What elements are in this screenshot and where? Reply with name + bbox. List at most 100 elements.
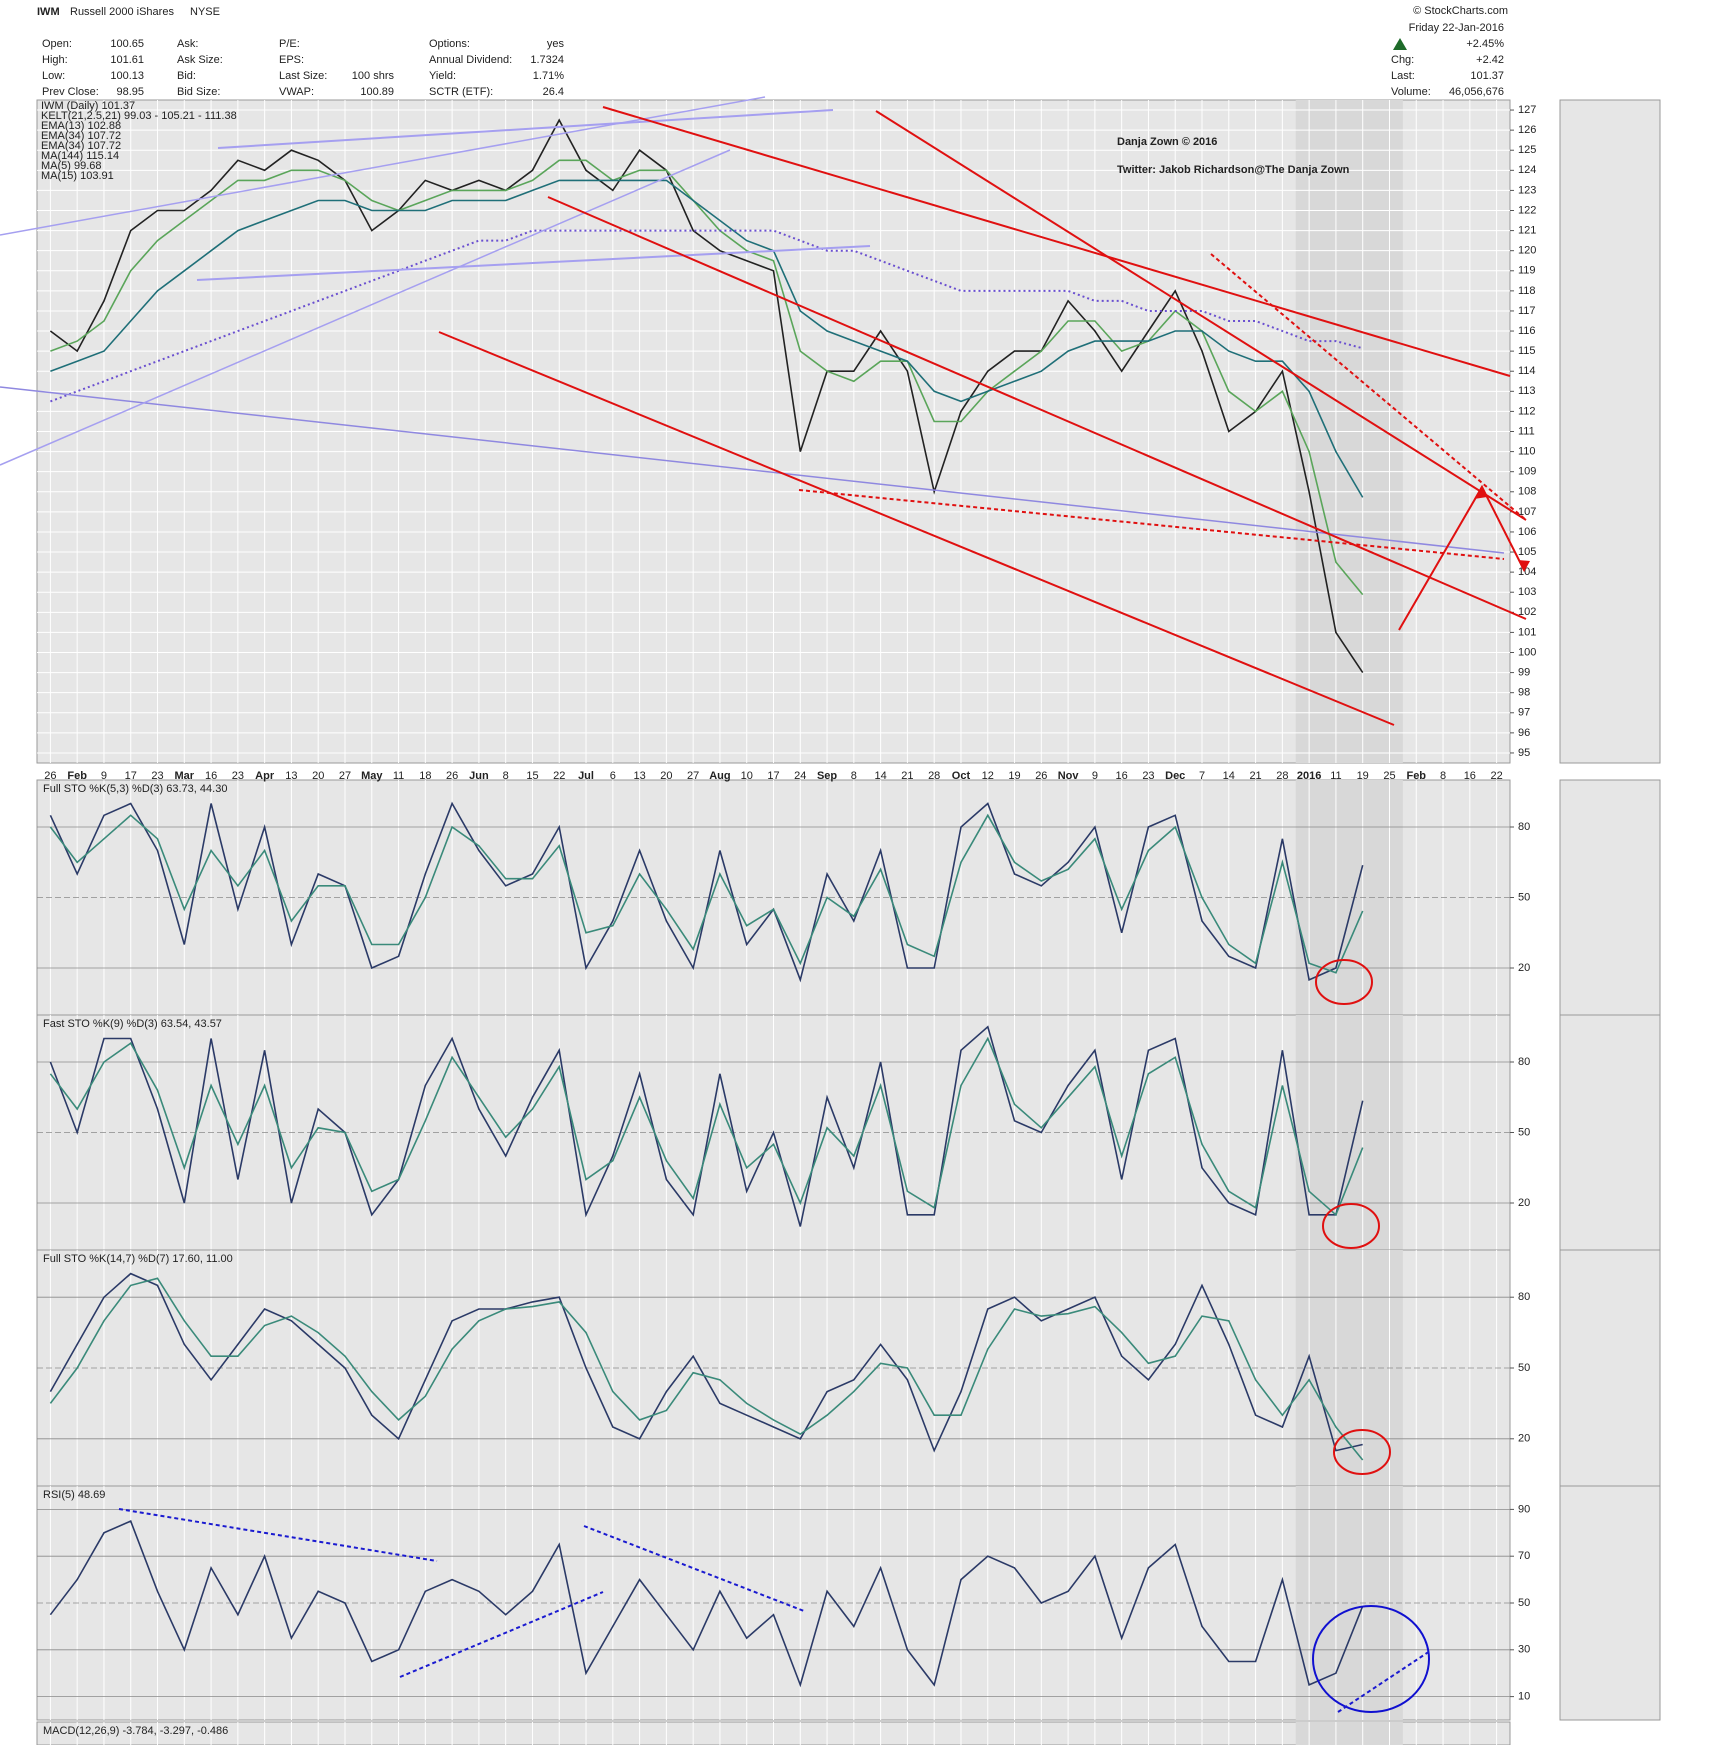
legend-entry: KELT(21,2.5,21) 99.03 - 105.21 - 111.38 (41, 110, 237, 122)
x-tick-label: 27 (339, 770, 351, 782)
legend-entry: IWM (Daily) 101.37 (41, 100, 135, 112)
x-tick-label: 26 (44, 770, 56, 782)
y-tick-label: 125 (1518, 144, 1536, 156)
series-line (49, 813, 1364, 974)
quote-label: Chg: (1391, 54, 1414, 66)
highlight-circle (1315, 959, 1373, 1005)
stat-label: Yield: (429, 70, 456, 82)
mini-panel (1559, 1014, 1661, 1251)
y-tick-label: 103 (1518, 586, 1536, 598)
x-tick-label: 7 (1199, 770, 1205, 782)
stat-label: Prev Close: (42, 86, 99, 98)
highlight-circle (1312, 1605, 1430, 1713)
x-tick-label: May (361, 770, 383, 782)
mini-panel (1559, 99, 1661, 764)
y-tick-label: 95 (1518, 747, 1530, 759)
series-line (49, 1272, 1363, 1453)
x-tick-label: 14 (1223, 770, 1235, 782)
x-tick-label: 11 (393, 770, 404, 782)
y-tick-label: 80 (1518, 1291, 1530, 1303)
y-tick-label: 126 (1518, 124, 1536, 136)
y-tick-label: 10 (1518, 1691, 1530, 1703)
y-tick-label: 118 (1518, 285, 1536, 297)
trend-line (0, 149, 731, 466)
x-tick-label: Jun (469, 770, 489, 782)
stat-label: High: (42, 54, 68, 66)
x-tick-label: 17 (767, 770, 779, 782)
y-tick-label: 90 (1518, 1503, 1530, 1515)
y-tick-label: 114 (1518, 365, 1536, 377)
x-tick-label: 13 (285, 770, 297, 782)
y-tick-label: 117 (1518, 305, 1536, 317)
x-tick-label: 16 (205, 770, 217, 782)
x-tick-label: Feb (1406, 770, 1426, 782)
mini-panel (1559, 1249, 1661, 1487)
stat-label: Low: (42, 70, 65, 82)
x-tick-label: 18 (419, 770, 431, 782)
legend-entry: MA(5) 99.68 (41, 160, 102, 172)
y-tick-label: 104 (1518, 566, 1536, 578)
x-tick-label: 8 (851, 770, 857, 782)
panel-title: Fast STO %K(9) %D(3) 63.54, 43.57 (43, 1018, 222, 1030)
stat-label: Options: (429, 38, 470, 50)
y-tick-label: 108 (1518, 486, 1536, 498)
y-tick-label: 98 (1518, 687, 1530, 699)
panel-shade (1295, 1722, 1403, 1745)
y-tick-label: 105 (1518, 546, 1536, 558)
stat-value: 1.71% (533, 70, 564, 82)
x-tick-label: Feb (67, 770, 87, 782)
stat-label: VWAP: (279, 86, 314, 98)
stat-value: 98.95 (116, 86, 144, 98)
quote-value: 46,056,676 (1449, 86, 1504, 98)
x-tick-label: 24 (794, 770, 806, 782)
y-tick-label: 106 (1518, 526, 1536, 538)
stat-label: EPS: (279, 54, 304, 66)
y-tick-label: 116 (1518, 325, 1536, 337)
channel-line (547, 196, 1527, 620)
series-line (50, 179, 1364, 498)
channel-line (438, 331, 1395, 726)
y-tick-label: 99 (1518, 666, 1530, 678)
y-tick-label: 111 (1518, 425, 1535, 437)
y-tick-label: 50 (1518, 1362, 1530, 1374)
x-tick-label: 6 (610, 770, 616, 782)
x-tick-label: 23 (1142, 770, 1154, 782)
y-tick-label: 80 (1518, 1056, 1530, 1068)
y-tick-label: 113 (1518, 385, 1536, 397)
stat-value: 101.61 (110, 54, 144, 66)
support-line (798, 489, 1505, 560)
x-tick-label: Dec (1165, 770, 1185, 782)
stat-label: Last Size: (279, 70, 327, 82)
rsi-trend (399, 1591, 604, 1678)
annotation: Twitter: Jakob Richardson@The Danja Zown (1117, 164, 1350, 176)
annotation: Danja Zown © 2016 (1117, 136, 1217, 148)
panel-title: Full STO %K(5,3) %D(3) 63.73, 44.30 (43, 783, 227, 795)
y-tick-label: 100 (1518, 646, 1536, 658)
x-tick-label: 2016 (1297, 770, 1321, 782)
y-tick-label: 112 (1518, 405, 1536, 417)
x-tick-label: 20 (660, 770, 672, 782)
y-tick-label: 127 (1518, 104, 1536, 116)
stat-label: Annual Dividend: (429, 54, 512, 66)
stat-value: 100 shrs (352, 70, 395, 82)
y-tick-label: 50 (1518, 891, 1530, 903)
trend-line (0, 386, 1505, 554)
x-tick-label: 23 (151, 770, 163, 782)
quote-value: +2.42 (1476, 54, 1504, 66)
x-tick-label: 22 (1490, 770, 1502, 782)
y-tick-label: 121 (1518, 224, 1536, 236)
stat-value: 100.89 (360, 86, 394, 98)
x-tick-label: Jul (578, 770, 594, 782)
x-tick-label: 9 (1092, 770, 1098, 782)
x-tick-label: 20 (312, 770, 324, 782)
x-tick-label: Nov (1058, 770, 1080, 782)
resistance-line (1210, 253, 1527, 521)
x-tick-label: 16 (1464, 770, 1476, 782)
x-tick-label: 21 (1249, 770, 1261, 782)
y-tick-label: 70 (1518, 1550, 1530, 1562)
rsi-trend (118, 1508, 438, 1562)
exchange: NYSE (190, 6, 220, 18)
series-line (50, 159, 1364, 596)
quote-value: 101.37 (1470, 70, 1504, 82)
arrow-head (1474, 485, 1487, 499)
